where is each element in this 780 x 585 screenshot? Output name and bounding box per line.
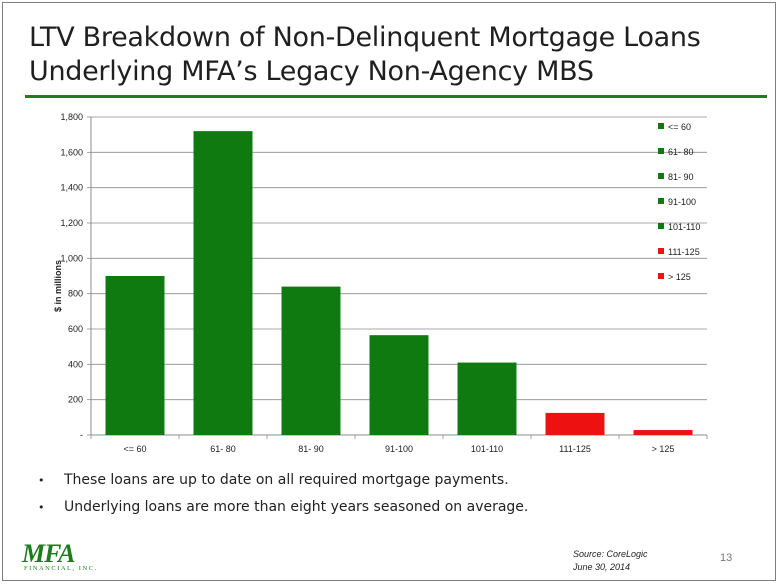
source-date: June 30, 2014 <box>573 562 631 572</box>
bar <box>545 412 605 435</box>
bar <box>633 430 693 435</box>
legend-label: 111-125 <box>668 247 700 257</box>
legend-label: > 125 <box>668 272 691 282</box>
x-tick-label: 101-110 <box>471 444 503 454</box>
x-tick-label: 61- 80 <box>210 444 236 454</box>
legend-label: 91-100 <box>668 197 696 207</box>
legend-swatch <box>658 148 664 154</box>
legend-label: <= 60 <box>668 122 691 132</box>
bullet-marker: • <box>38 474 45 487</box>
title-line-1: LTV Breakdown of Non-Delinquent Mortgage… <box>29 22 701 53</box>
y-tick-label: 1,200 <box>60 218 83 228</box>
y-tick-label: 1,800 <box>60 112 83 122</box>
y-tick-label: 1,400 <box>60 183 83 193</box>
y-tick-label: 600 <box>68 324 83 334</box>
logo-subtext: FINANCIAL, INC. <box>24 565 98 572</box>
bullet-item: • These loans are up to date on all requ… <box>38 472 528 499</box>
y-axis-label: $ in millions <box>53 260 63 312</box>
bar <box>457 362 517 435</box>
page-number: 13 <box>720 552 733 564</box>
company-logo: MFA FINANCIAL, INC. <box>22 539 98 573</box>
bar <box>105 276 165 435</box>
title-line-2: Underlying MFA’s Legacy Non-Agency MBS <box>29 56 594 87</box>
bullet-list: • These loans are up to date on all requ… <box>38 472 528 526</box>
bullet-text: Underlying loans are more than eight yea… <box>64 499 529 515</box>
legend-swatch <box>658 123 664 129</box>
legend-swatch <box>658 173 664 179</box>
x-tick-label: > 125 <box>652 444 675 454</box>
legend-label: 61- 80 <box>668 147 694 157</box>
legend-swatch <box>658 248 664 254</box>
y-tick-label: - <box>80 430 83 440</box>
bullet-marker: • <box>38 501 45 514</box>
source-note: Source: CoreLogic June 30, 2014 <box>573 548 648 574</box>
legend-label: 101-110 <box>668 222 700 232</box>
y-tick-label: 200 <box>68 395 83 405</box>
bar <box>281 286 341 435</box>
source-line: Source: CoreLogic <box>573 549 648 559</box>
x-tick-label: 81- 90 <box>298 444 324 454</box>
y-tick-label: 400 <box>68 359 83 369</box>
legend-label: 81- 90 <box>668 172 694 182</box>
legend-swatch <box>658 198 664 204</box>
logo-wordmark: MFA <box>22 539 75 568</box>
y-tick-label: 1,600 <box>60 147 83 157</box>
x-tick-label: 91-100 <box>385 444 413 454</box>
bar <box>369 335 429 435</box>
y-tick-label: 1,000 <box>60 253 83 263</box>
y-tick-label: 800 <box>68 289 83 299</box>
x-tick-label: 111-125 <box>559 444 591 454</box>
title-divider <box>25 95 767 98</box>
bullet-item: • Underlying loans are more than eight y… <box>38 499 528 526</box>
slide-title: LTV Breakdown of Non-Delinquent Mortgage… <box>29 21 701 89</box>
x-tick-label: <= 60 <box>123 444 146 454</box>
legend-swatch <box>658 223 664 229</box>
bullet-text: These loans are up to date on all requir… <box>64 472 509 488</box>
legend-swatch <box>658 273 664 279</box>
bar-chart: - 200 400 600 800 1,000 1,200 1,400 1,600 1,800 <… <box>53 112 708 454</box>
bar <box>193 131 253 435</box>
